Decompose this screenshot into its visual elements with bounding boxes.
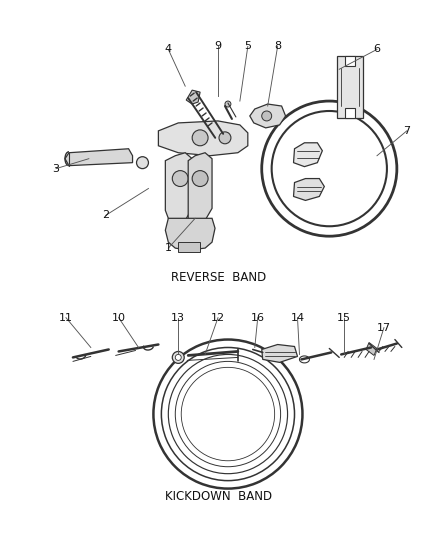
Text: 2: 2 [102, 211, 110, 220]
Text: 13: 13 [171, 313, 185, 322]
Text: 16: 16 [251, 313, 265, 322]
Polygon shape [165, 219, 215, 250]
Text: 14: 14 [290, 313, 304, 322]
Circle shape [192, 130, 208, 146]
Text: 10: 10 [112, 313, 126, 322]
Text: REVERSE  BAND: REVERSE BAND [171, 271, 267, 285]
Text: 11: 11 [59, 313, 73, 322]
Text: 6: 6 [374, 44, 381, 54]
Text: 17: 17 [377, 322, 391, 333]
Polygon shape [293, 143, 322, 167]
Polygon shape [186, 90, 200, 104]
Circle shape [172, 171, 188, 187]
Text: 7: 7 [403, 126, 410, 136]
Polygon shape [262, 344, 297, 362]
Text: KICKDOWN  BAND: KICKDOWN BAND [166, 490, 272, 503]
Bar [345, 108, 355, 118]
Text: 5: 5 [244, 42, 251, 51]
Polygon shape [250, 104, 286, 128]
Text: 9: 9 [215, 42, 222, 51]
Text: 4: 4 [165, 44, 172, 54]
Text: 3: 3 [53, 164, 60, 174]
Text: 8: 8 [274, 42, 281, 51]
Circle shape [262, 111, 272, 121]
Polygon shape [159, 121, 248, 156]
Polygon shape [165, 153, 192, 222]
Text: 1: 1 [165, 243, 172, 253]
Polygon shape [366, 343, 377, 356]
Bar [337, 56, 363, 118]
Text: 15: 15 [337, 313, 351, 322]
Circle shape [225, 101, 231, 107]
Circle shape [137, 157, 148, 168]
Circle shape [219, 132, 231, 144]
Circle shape [192, 171, 208, 187]
Polygon shape [293, 179, 324, 200]
Text: 12: 12 [211, 313, 225, 322]
Bar [178, 242, 200, 252]
Polygon shape [65, 149, 133, 166]
Circle shape [175, 354, 181, 360]
Circle shape [172, 351, 184, 364]
Bar [345, 56, 355, 66]
Polygon shape [188, 153, 212, 222]
